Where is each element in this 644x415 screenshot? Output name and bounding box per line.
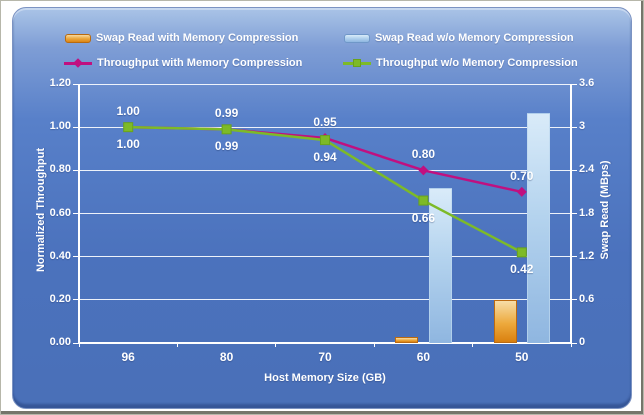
left-axis-tick-label: 0.00 (49, 336, 71, 348)
x-axis-title: Host Memory Size (GB) (264, 372, 386, 384)
x-axis-category-label: 80 (219, 350, 234, 364)
right-axis-tick-label: 1.8 (579, 206, 595, 219)
data-label: 0.42 (510, 262, 534, 277)
left-axis-tick (73, 126, 79, 128)
gridline (79, 126, 571, 128)
legend-item-throughput-with-compression: Throughput with Memory Compression (64, 56, 302, 70)
legend-label: Swap Read w/o Memory Compression (375, 32, 574, 44)
right-axis-tick (571, 213, 577, 214)
right-axis-tick-label: 1.2 (579, 249, 595, 262)
x-axis-tick (570, 343, 572, 347)
legend-item-swap-read-without-compression: Swap Read w/o Memory Compression (344, 31, 574, 45)
x-axis-category-label: 70 (318, 350, 332, 364)
data-label: 1.00 (116, 104, 140, 119)
x-axis-category-label: 96 (121, 350, 135, 364)
throughput-without-compression-line (128, 125, 523, 254)
square-marker-icon (516, 247, 527, 258)
left-axis-tick-label: 0.60 (49, 206, 71, 219)
left-axis-tick (73, 342, 79, 344)
left-axis-tick-label: 1.00 (49, 120, 71, 133)
left-axis-tick (73, 299, 79, 301)
right-axis-line (570, 84, 572, 344)
blue-bar-swatch-icon (344, 33, 370, 43)
gridline (79, 256, 571, 258)
data-label: 0.99 (214, 139, 239, 154)
legend-item-throughput-without-compression: Throughput w/o Memory Compression (343, 56, 578, 70)
legend-label: Throughput with Memory Compression (97, 57, 303, 69)
x-axis-category-label: 50 (515, 350, 529, 364)
right-axis-tick-label: 0 (579, 336, 586, 348)
blue-swap-read-bar (527, 112, 551, 343)
right-axis-tick (571, 169, 577, 171)
legend-label: Swap Read with Memory Compression (96, 32, 299, 44)
left-axis-line (78, 84, 80, 344)
blue-swap-read-bar (428, 188, 452, 343)
right-axis-tick (571, 256, 577, 258)
orange-swap-read-bar (395, 337, 419, 343)
diamond-marker-icon (418, 165, 429, 176)
data-label: 0.94 (313, 150, 337, 165)
line-series-svg (123, 122, 527, 258)
left-axis-tick (73, 83, 79, 85)
data-label: 0.66 (411, 210, 436, 225)
right-axis-tick (571, 83, 577, 85)
square-marker-icon (418, 195, 429, 206)
x-axis-tick (275, 343, 277, 347)
right-axis-tick (571, 126, 577, 128)
gridline (79, 169, 571, 171)
right-axis-tick (571, 342, 577, 344)
left-axis-tick (73, 256, 79, 258)
magenta-line-swatch-icon (64, 58, 92, 68)
legend-item-swap-read-with-compression: Swap Read with Memory Compression (65, 31, 298, 45)
left-axis-tick-label: 0.20 (49, 292, 71, 305)
left-axis-tick (73, 169, 79, 171)
gridline (79, 83, 571, 85)
green-line-swatch-icon (343, 59, 371, 68)
gridline (79, 213, 571, 214)
x-axis-tick (472, 343, 474, 347)
right-axis-tick-label: 3 (579, 120, 586, 133)
right-axis-tick-label: 0.6 (579, 292, 595, 305)
x-axis-tick (176, 343, 178, 347)
orange-bar-swatch-icon (65, 33, 91, 43)
x-axis-category-label: 60 (416, 350, 431, 364)
diamond-marker-icon (516, 186, 527, 197)
right-axis-tick-label: 2.4 (579, 163, 595, 176)
square-marker-icon (221, 124, 232, 135)
data-label: 1.00 (116, 137, 140, 152)
x-axis-tick (78, 343, 80, 347)
right-axis-tick (571, 299, 577, 301)
data-label: 0.99 (214, 106, 239, 121)
data-label: 0.95 (313, 114, 337, 129)
data-label: 0.70 (510, 168, 534, 183)
orange-swap-read-bar (493, 299, 517, 343)
left-axis-tick-label: 1.20 (49, 77, 71, 89)
right-axis-tick-label: 3.6 (579, 77, 595, 89)
x-axis-tick (373, 343, 375, 347)
left-axis-tick (73, 213, 79, 214)
left-axis-tick-label: 0.80 (49, 163, 71, 176)
gridline (79, 299, 571, 301)
legend-label: Throughput w/o Memory Compression (376, 57, 578, 69)
square-marker-icon (123, 122, 134, 133)
square-marker-icon (320, 135, 330, 146)
data-label: 0.80 (411, 147, 436, 162)
left-axis-tick-label: 0.40 (49, 249, 71, 262)
x-axis-line (78, 342, 572, 344)
